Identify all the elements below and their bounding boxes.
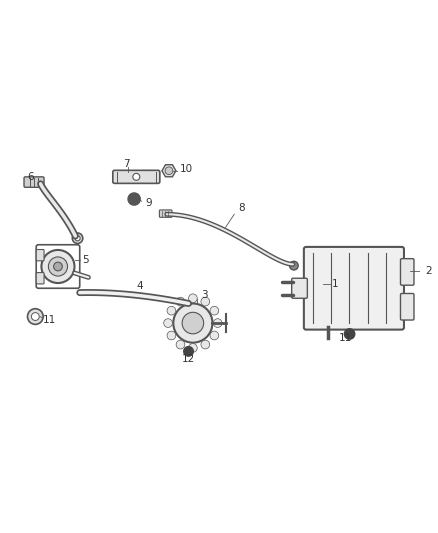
Text: 12: 12: [182, 354, 195, 364]
Circle shape: [164, 319, 173, 327]
FancyBboxPatch shape: [113, 171, 160, 183]
Circle shape: [28, 309, 43, 325]
Circle shape: [210, 306, 219, 315]
Text: 10: 10: [180, 165, 193, 174]
Circle shape: [133, 173, 140, 180]
Circle shape: [210, 331, 219, 340]
FancyBboxPatch shape: [36, 249, 44, 261]
FancyBboxPatch shape: [159, 210, 172, 217]
Text: 11: 11: [43, 314, 56, 325]
FancyBboxPatch shape: [292, 278, 307, 298]
Circle shape: [167, 306, 176, 315]
Text: 5: 5: [82, 255, 88, 265]
Text: 3: 3: [201, 290, 208, 300]
Polygon shape: [162, 165, 176, 177]
FancyBboxPatch shape: [24, 177, 44, 187]
Text: 7: 7: [123, 159, 130, 169]
Circle shape: [290, 261, 298, 270]
Circle shape: [188, 294, 197, 303]
FancyBboxPatch shape: [36, 272, 44, 284]
Text: 9: 9: [145, 198, 152, 208]
Circle shape: [53, 262, 62, 271]
Circle shape: [188, 344, 197, 352]
Circle shape: [167, 331, 176, 340]
Circle shape: [184, 346, 193, 356]
Circle shape: [201, 297, 210, 306]
Text: 8: 8: [239, 203, 245, 213]
Text: 11: 11: [339, 333, 352, 343]
Circle shape: [201, 340, 210, 349]
Text: 1: 1: [332, 279, 339, 289]
Circle shape: [213, 319, 222, 327]
Circle shape: [182, 312, 204, 334]
Circle shape: [32, 313, 39, 320]
Circle shape: [72, 233, 83, 244]
Circle shape: [176, 340, 185, 349]
Circle shape: [42, 250, 74, 283]
Circle shape: [75, 236, 80, 241]
Text: 4: 4: [136, 281, 143, 291]
Circle shape: [165, 167, 173, 175]
Circle shape: [173, 303, 212, 343]
Circle shape: [176, 297, 185, 306]
Circle shape: [344, 329, 355, 339]
FancyBboxPatch shape: [400, 294, 414, 320]
Circle shape: [128, 193, 140, 205]
Text: 6: 6: [28, 172, 34, 182]
Circle shape: [48, 257, 67, 276]
FancyBboxPatch shape: [304, 247, 404, 329]
Text: 2: 2: [426, 266, 432, 276]
FancyBboxPatch shape: [400, 259, 414, 285]
